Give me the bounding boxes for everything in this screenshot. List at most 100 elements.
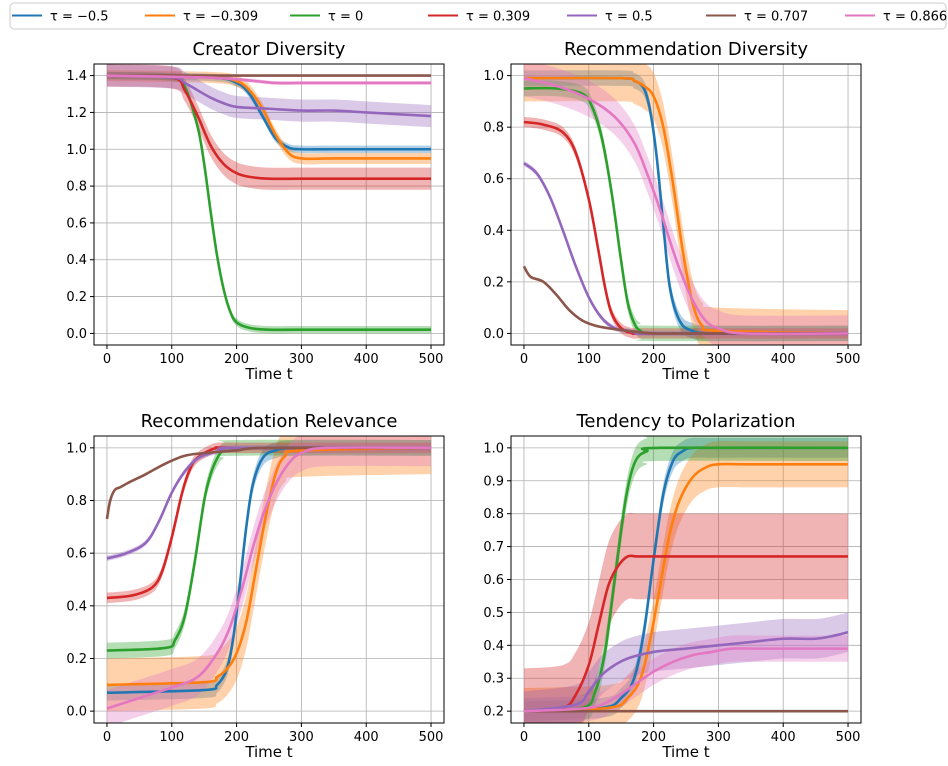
chart-panel: 0 100 200 300 400 500 0.0 0.2 0.4 0.6 0.8 1.0 1.2 1.4…: [66, 39, 445, 383]
legend-label: τ = −0.309: [183, 10, 258, 25]
x-axis-label: Time t: [661, 743, 709, 761]
y-tick-label: 0.8: [66, 494, 87, 509]
chart-panel: 0 100 200 300 400 500 0.0 0.2 0.4 0.6 0.8 1.0 Recomm…: [483, 39, 862, 383]
series-line: [523, 554, 849, 713]
series-line: [523, 76, 849, 336]
series-line: [523, 647, 849, 713]
y-tick-label: 1.0: [483, 441, 504, 456]
x-tick-label: 300: [289, 352, 314, 367]
x-tick-label: 200: [641, 352, 666, 367]
x-axis-label: Time t: [244, 365, 292, 383]
series-band: [523, 64, 849, 345]
series-line: [523, 76, 849, 335]
chart-panel: 0 100 200 300 400 500 0.0 0.2 0.4 0.6 0.8 1.0 Recomm…: [66, 411, 445, 761]
y-tick-label: 0.2: [483, 705, 504, 720]
x-tick-label: 500: [836, 352, 861, 367]
y-tick-label: 0.8: [483, 507, 504, 522]
x-tick-label: 0: [520, 352, 528, 367]
panels: 0 100 200 300 400 500 0.0 0.2 0.4 0.6 0.8 1.0 1.2 1.4…: [66, 39, 862, 761]
series-band: [523, 64, 849, 345]
x-axis-label: Time t: [244, 743, 292, 761]
x-tick-label: 500: [419, 730, 444, 745]
y-tick-label: 1.0: [483, 69, 504, 84]
y-tick-label: 0.8: [483, 121, 504, 136]
legend: τ = −0.5 τ = −0.309 τ = 0 τ = 0.309 τ = 0.5 τ…: [9, 2, 947, 30]
x-tick-label: 200: [224, 730, 249, 745]
series-band: [523, 512, 849, 723]
panel-title: Creator Diversity: [193, 39, 346, 60]
series-band: [523, 441, 849, 723]
y-tick-label: 0.4: [483, 639, 504, 654]
x-tick-label: 300: [289, 730, 314, 745]
x-tick-label: 100: [576, 352, 601, 367]
x-tick-label: 100: [576, 730, 601, 745]
series-line: [106, 74, 432, 332]
x-tick-label: 300: [706, 730, 731, 745]
x-tick-label: 400: [354, 352, 379, 367]
chart-panel: 0 100 200 300 400 500 0.2 0.3 0.4 0.5 0.6 0.7 0.8 0.9…: [483, 411, 862, 761]
legend-label: τ = −0.5: [50, 10, 109, 25]
series-line: [106, 74, 432, 118]
series-line: [106, 446, 432, 710]
series-line: [523, 162, 849, 335]
y-tick-label: 0.3: [483, 672, 504, 687]
axes-frame: [93, 63, 445, 346]
y-tick-label: 0.4: [66, 253, 87, 268]
legend-label: τ = 0.707: [744, 10, 808, 25]
y-tick-label: 0.0: [66, 705, 87, 720]
panel-title: Tendency to Polarization: [575, 411, 795, 432]
panel-title: Recommendation Diversity: [564, 39, 808, 60]
series-band: [523, 116, 849, 339]
legend-label: τ = 0.866: [883, 10, 947, 25]
x-tick-label: 100: [159, 352, 184, 367]
panel-title: Recommendation Relevance: [141, 411, 398, 432]
series-band: [106, 445, 432, 562]
series-band: [523, 635, 849, 723]
x-tick-label: 400: [354, 730, 379, 745]
legend-label: τ = 0.5: [605, 10, 653, 25]
legend-label: τ = 0.309: [466, 10, 530, 25]
y-tick-label: 0.2: [66, 290, 87, 305]
legend-label: τ = 0: [328, 10, 363, 25]
x-tick-label: 200: [224, 352, 249, 367]
x-tick-label: 500: [419, 352, 444, 367]
x-tick-label: 400: [771, 730, 796, 745]
y-tick-label: 0.4: [483, 224, 504, 239]
x-tick-label: 100: [159, 730, 184, 745]
y-tick-label: 0.6: [483, 573, 504, 588]
x-tick-label: 500: [836, 730, 861, 745]
series-line: [106, 74, 432, 181]
series-band: [106, 70, 432, 165]
series-line: [523, 446, 849, 713]
y-tick-label: 1.2: [66, 106, 87, 121]
series-band: [523, 80, 849, 342]
series-band: [106, 436, 432, 723]
y-tick-label: 0.0: [483, 327, 504, 342]
y-tick-label: 0.7: [483, 540, 504, 555]
series-line: [106, 446, 432, 687]
axes-frame: [510, 63, 862, 346]
y-tick-label: 0.0: [66, 327, 87, 342]
x-tick-label: 0: [103, 730, 111, 745]
x-tick-label: 200: [641, 730, 666, 745]
y-tick-label: 0.9: [483, 474, 504, 489]
y-tick-label: 1.0: [66, 143, 87, 158]
x-tick-label: 300: [706, 352, 731, 367]
series-line: [106, 74, 432, 85]
series-band: [106, 64, 432, 128]
y-tick-label: 0.6: [66, 216, 87, 231]
y-tick-label: 0.2: [66, 652, 87, 667]
y-tick-label: 0.4: [66, 599, 87, 614]
x-tick-label: 0: [520, 730, 528, 745]
series-line: [105, 446, 432, 520]
y-tick-label: 1.0: [66, 441, 87, 456]
series-line: [523, 630, 849, 713]
x-tick-label: 0: [103, 352, 111, 367]
series-line: [106, 446, 432, 560]
series-line: [523, 462, 849, 713]
y-tick-label: 0.8: [66, 180, 87, 195]
y-tick-label: 1.4: [66, 69, 87, 84]
x-axis-label: Time t: [661, 365, 709, 383]
axes-frame: [93, 435, 445, 724]
